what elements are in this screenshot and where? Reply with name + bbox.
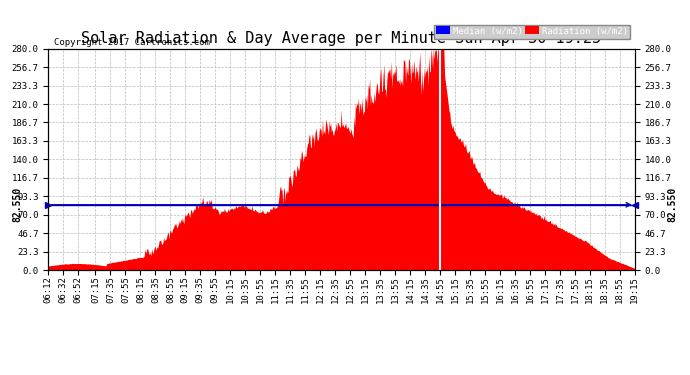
Title: Solar Radiation & Day Average per Minute Sun Apr 30 19:25: Solar Radiation & Day Average per Minute… bbox=[81, 31, 602, 46]
Text: Copyright 2017 Cartronics.com: Copyright 2017 Cartronics.com bbox=[55, 38, 210, 46]
Legend: Median (w/m2), Radiation (w/m2): Median (w/m2), Radiation (w/m2) bbox=[434, 24, 630, 39]
Text: 82.550: 82.550 bbox=[667, 187, 677, 222]
Text: 82.550: 82.550 bbox=[12, 187, 22, 222]
